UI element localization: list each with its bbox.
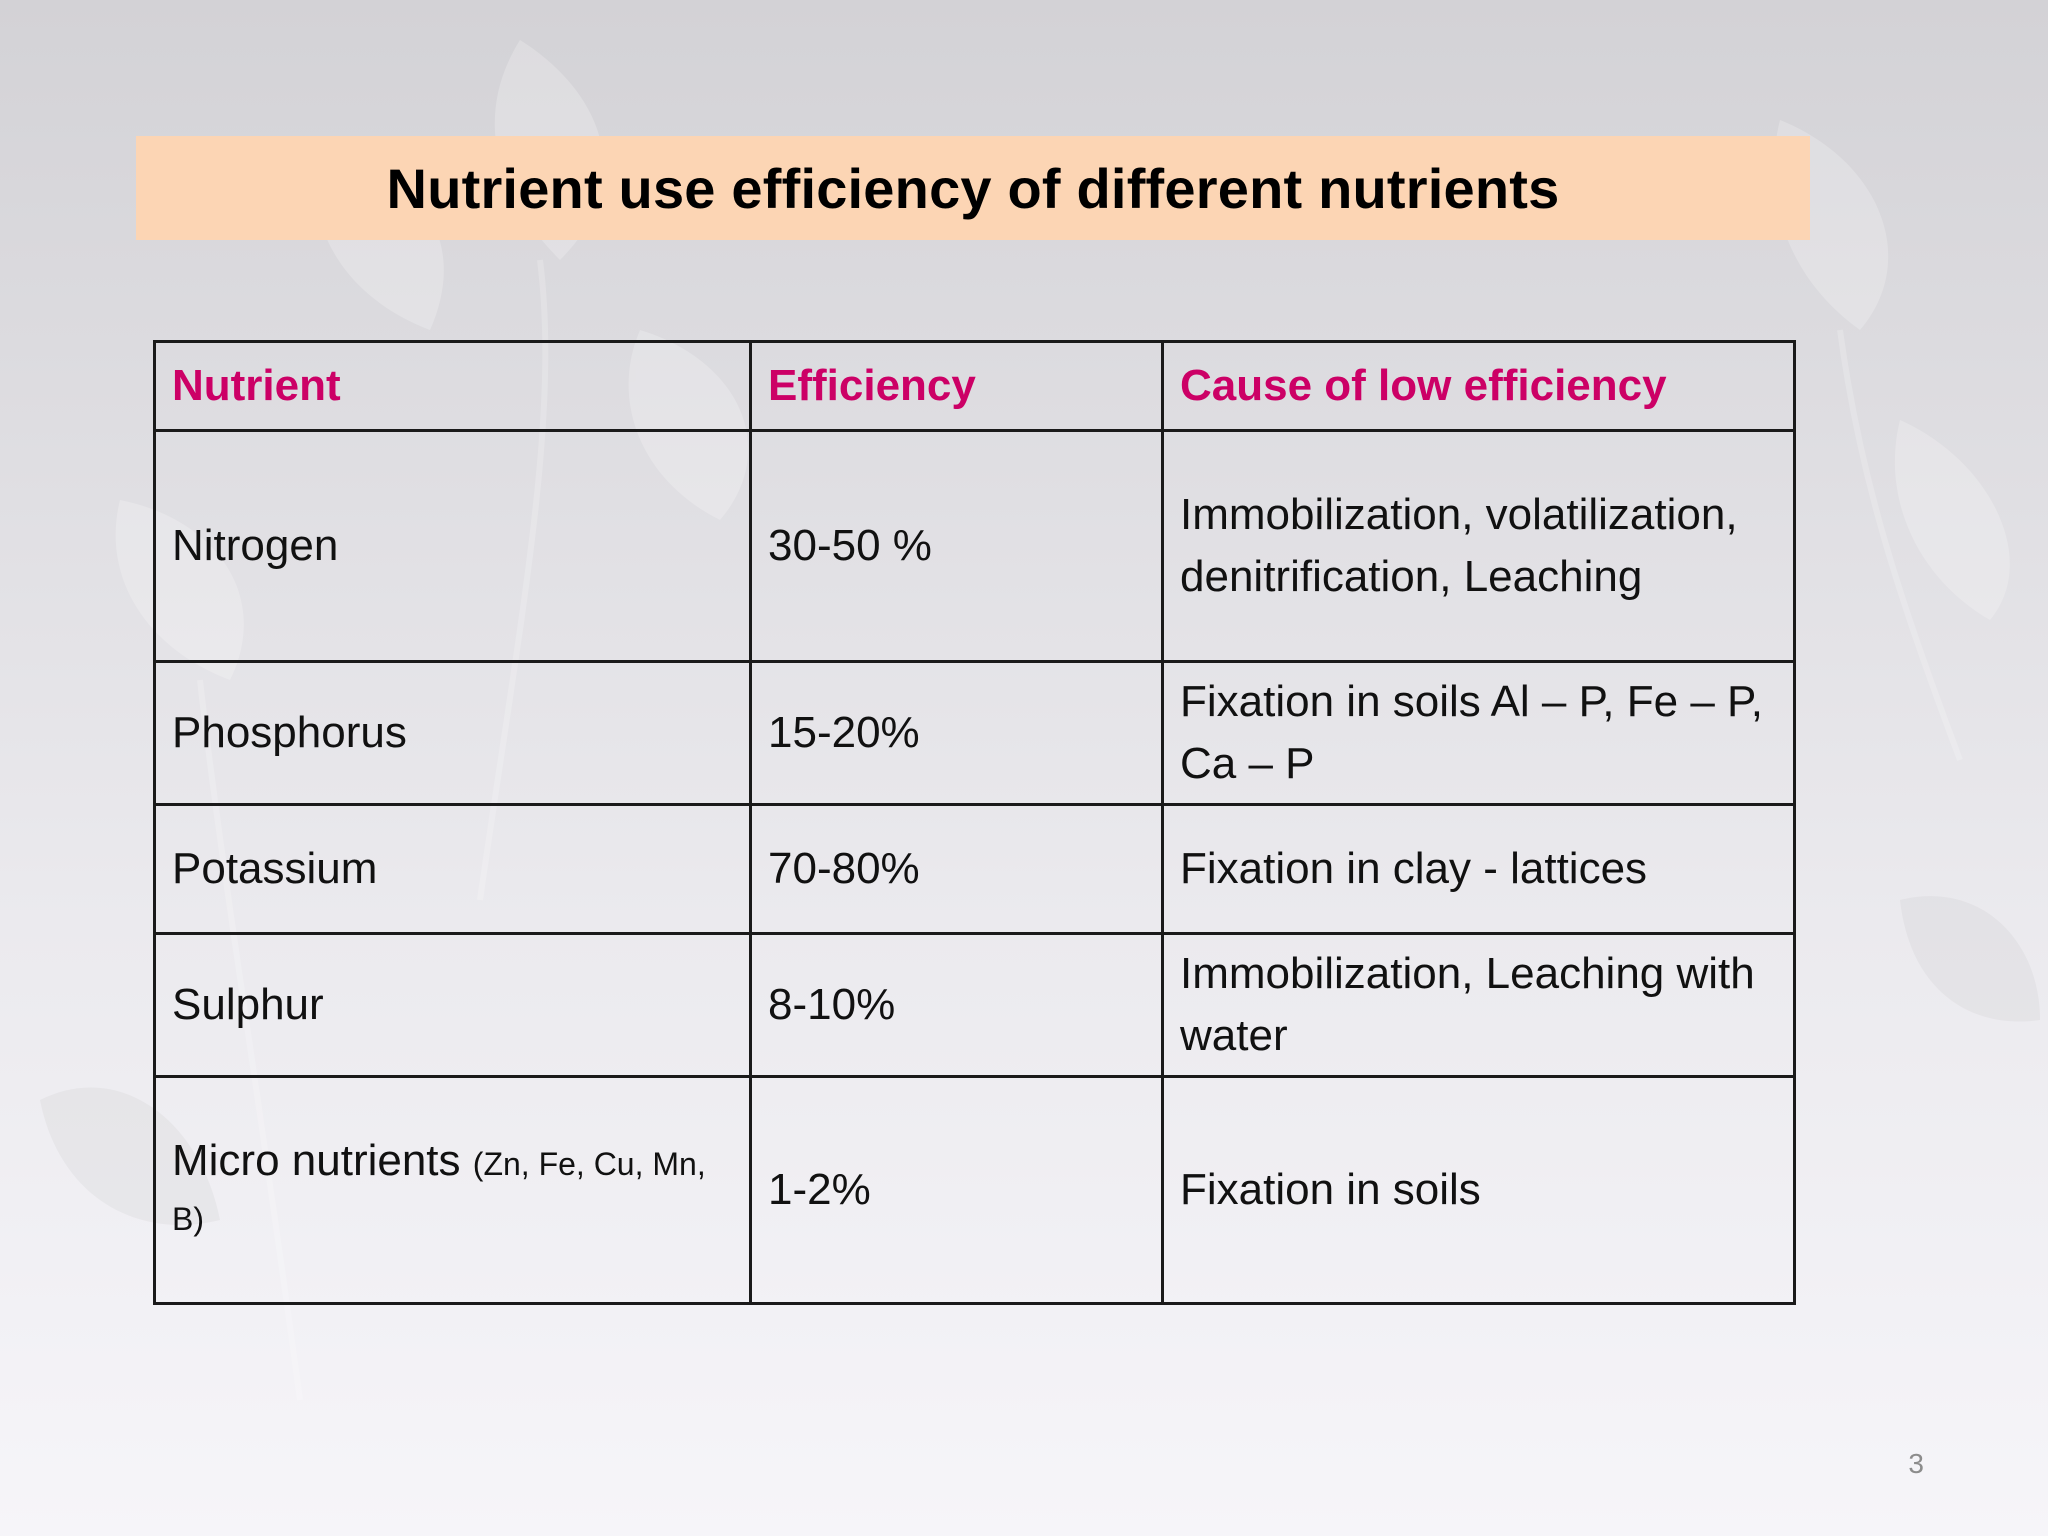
title-banner: Nutrient use efficiency of different nut…: [136, 136, 1810, 240]
cell-efficiency: 1-2%: [749, 1075, 1164, 1305]
cell-nutrient: Nitrogen: [153, 429, 752, 663]
table-row: Potassium 70-80% Fixation in clay - latt…: [153, 803, 1796, 935]
header-nutrient: Nutrient: [153, 340, 752, 432]
cell-nutrient: Sulphur: [153, 932, 752, 1078]
table-header-row: Nutrient Efficiency Cause of low efficie…: [153, 340, 1796, 432]
cell-cause: Fixation in clay - lattices: [1161, 803, 1796, 935]
cell-efficiency: 30-50 %: [749, 429, 1164, 663]
table-row: Nitrogen 30-50 % Immobilization, volatil…: [153, 429, 1796, 663]
header-efficiency: Efficiency: [749, 340, 1164, 432]
nutrient-name: Micro nutrients: [172, 1136, 461, 1185]
cell-nutrient: Phosphorus: [153, 660, 752, 806]
table-row: Sulphur 8-10% Immobilization, Leaching w…: [153, 932, 1796, 1078]
cell-efficiency: 8-10%: [749, 932, 1164, 1078]
table-row: Micro nutrients (Zn, Fe, Cu, Mn, B) 1-2%…: [153, 1075, 1796, 1305]
cell-nutrient: Micro nutrients (Zn, Fe, Cu, Mn, B): [153, 1075, 752, 1305]
cell-efficiency: 70-80%: [749, 803, 1164, 935]
cell-efficiency: 15-20%: [749, 660, 1164, 806]
nutrient-efficiency-table: Nutrient Efficiency Cause of low efficie…: [153, 340, 1796, 1305]
slide-title: Nutrient use efficiency of different nut…: [386, 156, 1560, 220]
cell-cause: Immobilization, Leaching with water: [1161, 932, 1796, 1078]
cell-cause: Fixation in soils Al – P, Fe – P, Ca – P: [1161, 660, 1796, 806]
cell-cause: Immobilization, volatilization, denitrif…: [1161, 429, 1796, 663]
cell-nutrient: Potassium: [153, 803, 752, 935]
table-row: Phosphorus 15-20% Fixation in soils Al –…: [153, 660, 1796, 806]
cell-cause: Fixation in soils: [1161, 1075, 1796, 1305]
page-number: 3: [1908, 1448, 1924, 1479]
nutrient-note: (Zn, Fe, Cu, Mn, B): [172, 1146, 706, 1237]
header-cause: Cause of low efficiency: [1161, 340, 1796, 432]
